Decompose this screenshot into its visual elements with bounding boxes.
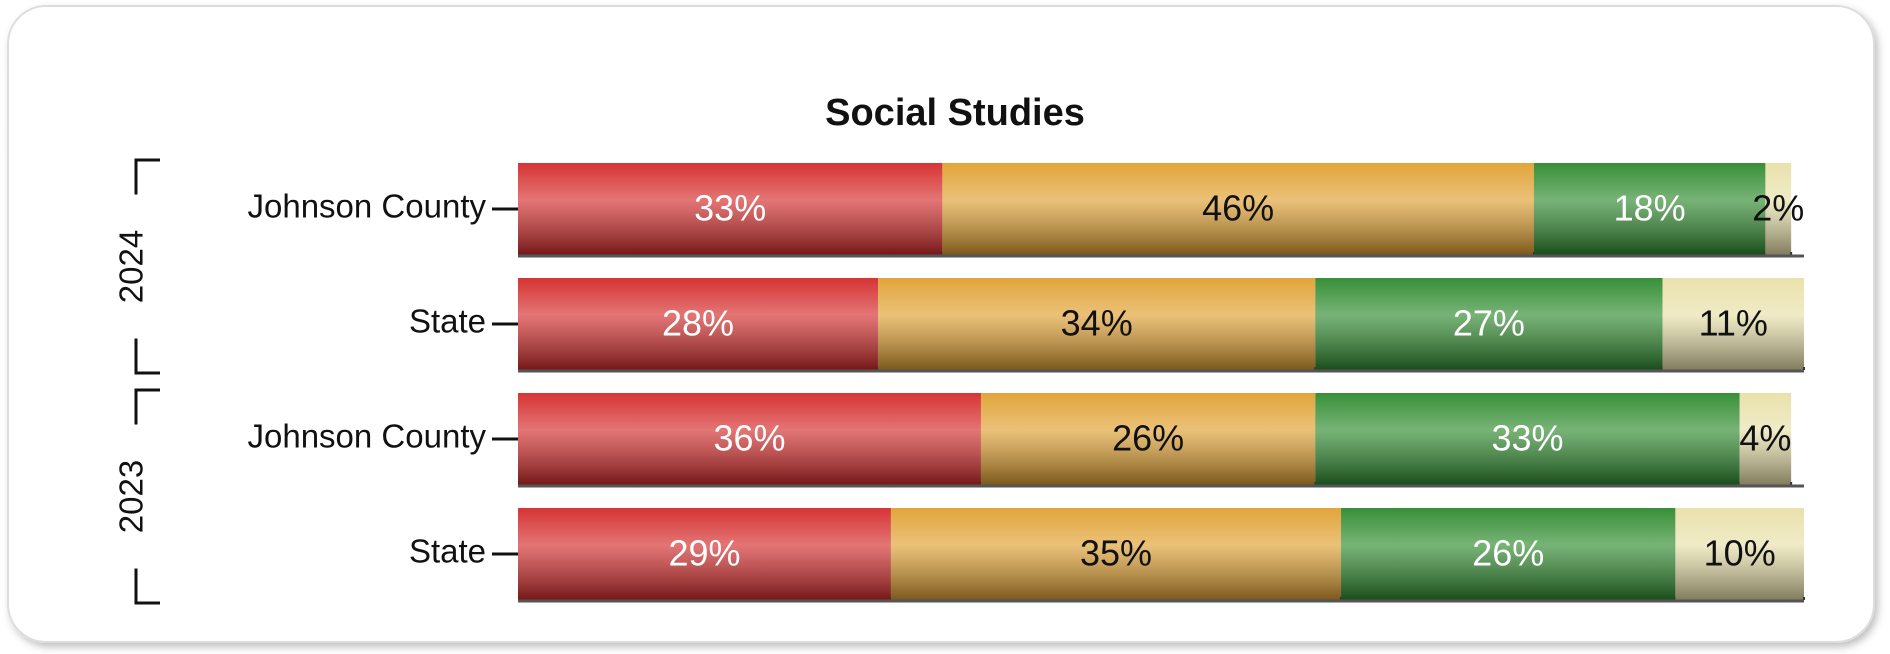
category-label: Johnson County <box>248 418 487 455</box>
value-label: 26% <box>1472 533 1544 574</box>
bar-shade <box>1675 508 1804 600</box>
bar-shade <box>518 508 891 600</box>
bar-shade <box>1739 393 1792 485</box>
bar-shade <box>518 163 943 255</box>
value-label: 27% <box>1453 303 1525 344</box>
bar-shade <box>942 163 1534 255</box>
bar-shade <box>1765 163 1792 255</box>
bar-shade <box>878 278 1316 370</box>
bar-shade <box>1341 508 1676 600</box>
bar-shade <box>980 393 1316 485</box>
value-label: 46% <box>1202 188 1274 229</box>
value-label: 11% <box>1699 303 1768 344</box>
value-label: 36% <box>713 418 785 459</box>
category-label: State <box>409 303 486 340</box>
value-label: 34% <box>1061 303 1133 344</box>
value-label: 18% <box>1614 188 1686 229</box>
bar-shade <box>1662 278 1804 370</box>
value-label: 35% <box>1080 533 1152 574</box>
value-label: 33% <box>1491 418 1563 459</box>
group-bracket <box>134 158 160 375</box>
value-label: 10% <box>1704 533 1776 574</box>
bar-shade <box>1315 278 1663 370</box>
category-label: Johnson County <box>248 188 487 225</box>
value-label: 2% <box>1752 188 1804 229</box>
group-label: 2024 <box>113 230 150 303</box>
value-label: 4% <box>1739 418 1791 459</box>
bar-shade <box>518 393 981 485</box>
value-label: 33% <box>694 188 766 229</box>
group-bracket <box>134 388 160 605</box>
bar-shade <box>1533 163 1766 255</box>
value-label: 28% <box>662 303 734 344</box>
group-label: 2023 <box>113 460 150 533</box>
chart-title: Social Studies <box>825 92 1085 134</box>
category-label: State <box>409 533 486 570</box>
value-label: 29% <box>668 533 740 574</box>
bar-shade <box>518 278 879 370</box>
value-label: 26% <box>1112 418 1184 459</box>
bar-shade <box>890 508 1342 600</box>
bar-shade <box>1315 393 1740 485</box>
